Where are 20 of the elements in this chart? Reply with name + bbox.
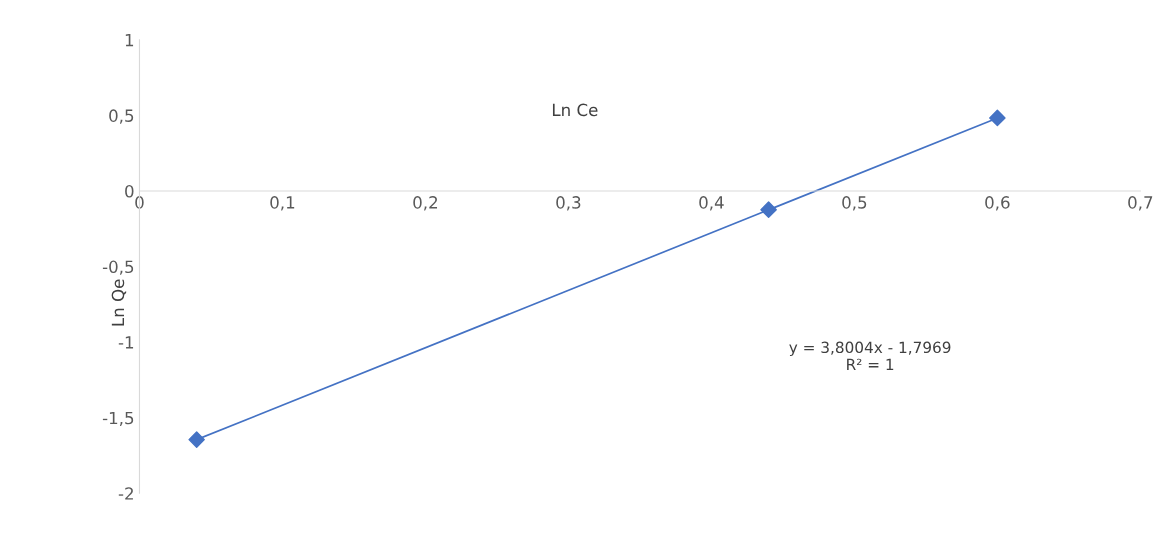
y-tick-label: -1,5 <box>102 411 134 426</box>
x-axis-title: Ln Ce <box>552 103 598 117</box>
x-tick-label: 0,4 <box>699 196 724 211</box>
y-tick-label: 0 <box>125 184 134 198</box>
y-tick-label: -2 <box>118 487 133 500</box>
y-tick-label: 0,5 <box>109 109 134 124</box>
y-axis-title: Ln Qe <box>111 279 127 326</box>
x-tick-label: 0,2 <box>413 196 438 211</box>
x-tick-label: 0,7 <box>1128 196 1153 211</box>
y-tick-label: 1 <box>125 34 134 47</box>
point <box>989 109 1006 127</box>
y-tick-label: -1 <box>118 336 134 349</box>
point <box>760 201 777 219</box>
x-tick-label: 0,1 <box>270 196 295 211</box>
x-tick-label: 0,5 <box>842 196 867 211</box>
x-tick-label: 0,3 <box>556 196 581 211</box>
point <box>188 431 205 448</box>
y-tick-label: -0,5 <box>102 260 134 275</box>
x-tick-label: 0,6 <box>985 196 1010 211</box>
annotation: y = 3,8004x - 1,7969 R² = 1 <box>789 341 951 371</box>
